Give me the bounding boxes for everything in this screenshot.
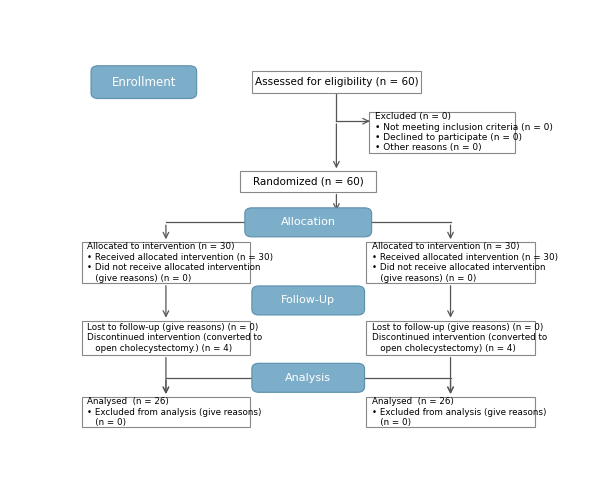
- Text: Lost to follow-up (give reasons) (n = 0)
Discontinued intervention (converted to: Lost to follow-up (give reasons) (n = 0)…: [87, 323, 263, 353]
- FancyBboxPatch shape: [367, 321, 534, 355]
- Text: Allocation: Allocation: [281, 217, 336, 227]
- Text: Assessed for eligibility (n = 60): Assessed for eligibility (n = 60): [255, 77, 418, 87]
- FancyBboxPatch shape: [240, 171, 376, 192]
- FancyBboxPatch shape: [245, 208, 371, 237]
- FancyBboxPatch shape: [367, 397, 534, 427]
- FancyBboxPatch shape: [252, 71, 421, 93]
- FancyBboxPatch shape: [82, 242, 250, 283]
- Text: Analysis: Analysis: [285, 373, 331, 383]
- Text: Allocated to intervention (n = 30)
• Received allocated intervention (n = 30)
• : Allocated to intervention (n = 30) • Rec…: [87, 242, 274, 283]
- Text: Randomized (n = 60): Randomized (n = 60): [253, 176, 364, 186]
- FancyBboxPatch shape: [367, 242, 534, 283]
- FancyBboxPatch shape: [82, 397, 250, 427]
- Text: Enrollment: Enrollment: [112, 76, 176, 89]
- FancyBboxPatch shape: [252, 363, 365, 392]
- Text: Lost to follow-up (give reasons) (n = 0)
Discontinued intervention (converted to: Lost to follow-up (give reasons) (n = 0)…: [372, 323, 547, 353]
- Text: Analysed  (n = 26)
• Excluded from analysis (give reasons)
   (n = 0): Analysed (n = 26) • Excluded from analys…: [372, 397, 547, 427]
- FancyBboxPatch shape: [91, 66, 197, 99]
- Text: Analysed  (n = 26)
• Excluded from analysis (give reasons)
   (n = 0): Analysed (n = 26) • Excluded from analys…: [87, 397, 262, 427]
- Text: Follow-Up: Follow-Up: [281, 296, 335, 305]
- FancyBboxPatch shape: [252, 286, 365, 315]
- FancyBboxPatch shape: [369, 112, 515, 153]
- Text: Excluded (n = 0)
• Not meeting inclusion criteria (n = 0)
• Declined to particip: Excluded (n = 0) • Not meeting inclusion…: [375, 112, 553, 153]
- Text: Allocated to intervention (n = 30)
• Received allocated intervention (n = 30)
• : Allocated to intervention (n = 30) • Rec…: [372, 242, 558, 283]
- FancyBboxPatch shape: [82, 321, 250, 355]
